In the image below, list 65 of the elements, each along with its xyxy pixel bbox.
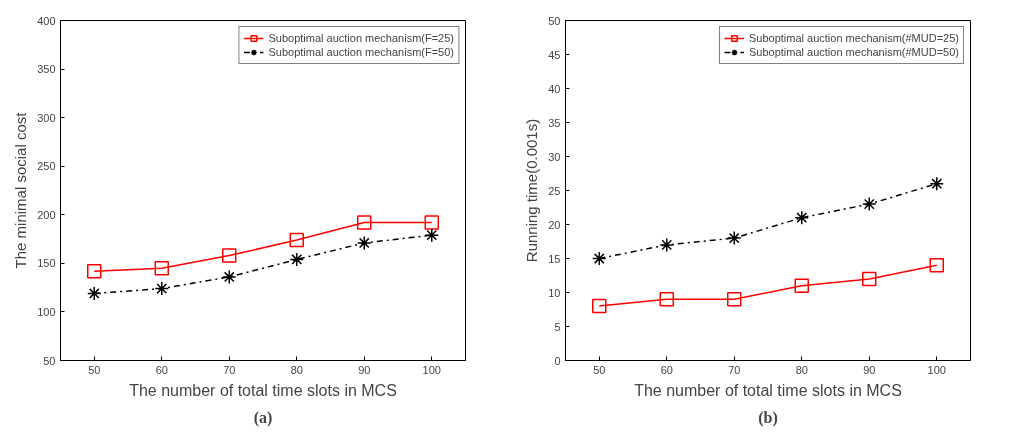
y-tick-label: 300 <box>37 111 56 124</box>
x-tick-label: 80 <box>290 363 303 376</box>
y-tick-label: 100 <box>37 305 56 318</box>
x-tick-label: 60 <box>155 363 168 376</box>
y-tick-label: 0 <box>554 354 561 367</box>
y-tick-label: 10 <box>548 286 561 299</box>
point <box>424 227 439 243</box>
point <box>794 210 809 225</box>
x-tick-label: 60 <box>660 363 673 376</box>
x-tick-label: 100 <box>422 363 441 376</box>
y-axis-title: Running time(0.001s) <box>523 118 541 263</box>
x-tick-label: 50 <box>593 363 606 376</box>
x-tick-label: 80 <box>795 363 808 376</box>
x-tick-label: 70 <box>728 363 741 376</box>
x-tick-label: 70 <box>223 363 236 376</box>
legend-label: Suboptimal auction mechanism(#MUD=25) <box>748 31 959 45</box>
y-tick-label: 250 <box>37 160 56 173</box>
legend-label: Suboptimal auction mechanism(F=25) <box>268 31 454 45</box>
point <box>222 248 237 263</box>
point <box>424 215 439 230</box>
x-tick-label: 90 <box>863 363 876 376</box>
point <box>87 286 102 301</box>
y-tick-label: 35 <box>548 116 561 129</box>
point <box>862 271 877 287</box>
point <box>154 260 169 276</box>
x-axis-title: The number of total time slots in MCS <box>129 381 397 399</box>
y-tick-label: 400 <box>37 14 56 27</box>
x-axis-title: The number of total time slots in MCS <box>634 381 902 399</box>
point <box>659 292 674 307</box>
point <box>357 235 372 251</box>
y-tick-label: 50 <box>43 354 56 367</box>
legend-label: Suboptimal auction mechanism(#MUD=50) <box>748 45 959 59</box>
y-tick-label: 30 <box>548 150 561 163</box>
y-tick-label: 150 <box>37 257 56 270</box>
point <box>222 269 237 285</box>
point <box>727 292 742 307</box>
y-tick-label: 50 <box>548 14 561 27</box>
y-axis-title: The minimal social cost <box>12 111 30 269</box>
text: (a) <box>253 408 273 427</box>
y-tick-label: 40 <box>548 82 561 95</box>
y-tick-label: 350 <box>37 63 56 76</box>
point <box>357 215 372 230</box>
legend-label: Suboptimal auction mechanism(F=50) <box>268 45 454 59</box>
y-tick-label: 20 <box>548 218 561 231</box>
point <box>592 251 607 266</box>
x-tick-label: 50 <box>88 363 101 376</box>
y-tick-label: 5 <box>554 320 561 333</box>
point <box>592 298 607 314</box>
x-tick-label: 100 <box>927 363 946 376</box>
point <box>659 237 674 253</box>
point <box>862 196 877 212</box>
point <box>929 176 944 191</box>
text: (b) <box>758 408 778 427</box>
point <box>87 263 102 279</box>
point <box>289 252 304 267</box>
x-tick-label: 90 <box>358 363 371 376</box>
point <box>289 232 304 248</box>
point <box>154 281 169 296</box>
y-tick-label: 25 <box>548 184 561 197</box>
point <box>929 258 944 273</box>
y-tick-label: 15 <box>548 252 561 265</box>
point <box>727 230 742 246</box>
point <box>794 278 809 293</box>
y-tick-label: 45 <box>548 48 561 61</box>
y-tick-label: 200 <box>37 208 56 221</box>
